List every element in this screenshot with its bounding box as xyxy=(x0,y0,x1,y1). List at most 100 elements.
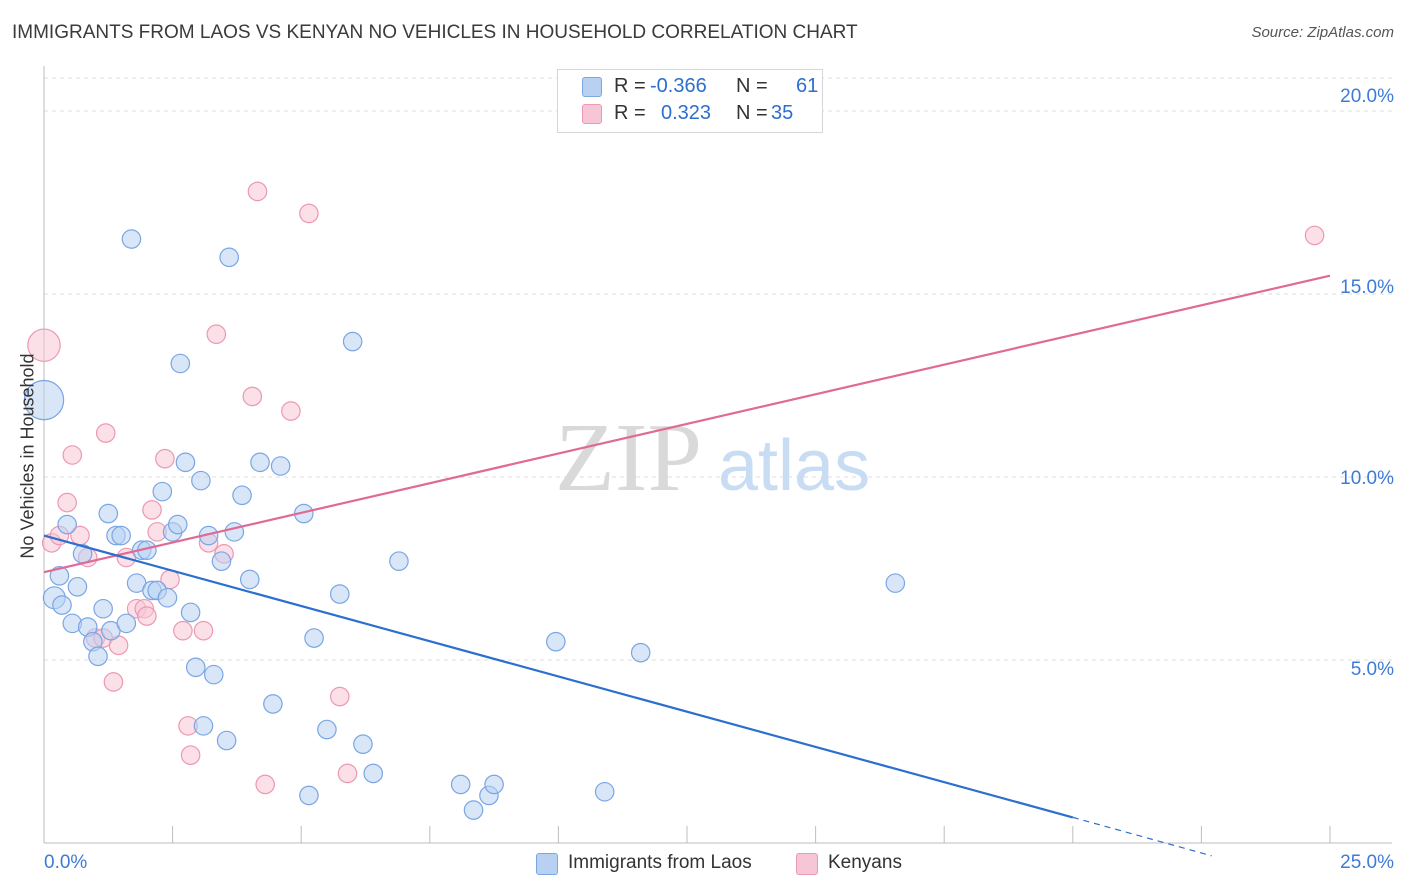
laos-point xyxy=(219,247,239,268)
kenyans-point xyxy=(103,672,124,692)
r-label: R = xyxy=(614,75,646,97)
laos-point xyxy=(167,514,188,535)
laos-point xyxy=(98,503,119,524)
legend-item-kenyans: Kenyans xyxy=(796,852,916,876)
laos-point xyxy=(88,646,108,667)
y-tick-5: 5.0% xyxy=(1350,659,1394,680)
laos-point xyxy=(67,576,88,597)
laos-point xyxy=(180,602,201,623)
laos-point xyxy=(52,595,72,615)
stats-legend: R = -0.366 N = 61 R = 0.323 N = 35 xyxy=(557,69,823,133)
legend-item-laos: Immigrants from Laos xyxy=(536,852,776,876)
laos-point xyxy=(885,573,906,593)
source-label: Source: ZipAtlas.com xyxy=(1251,24,1394,41)
y-tick-20: 20.0% xyxy=(1340,86,1394,107)
laos-series xyxy=(23,229,906,820)
laos-point xyxy=(250,452,270,473)
laos-point xyxy=(450,774,471,795)
laos-point xyxy=(342,331,363,352)
x-tick-min: 0.0% xyxy=(44,852,88,873)
laos-point xyxy=(185,657,206,678)
laos-point xyxy=(157,587,178,608)
n-label: N = xyxy=(736,75,768,97)
r-label: R = xyxy=(614,102,646,124)
chart-title: IMMIGRANTS FROM LAOS VS KENYAN NO VEHICL… xyxy=(12,22,858,43)
kenyans-point xyxy=(142,500,162,520)
kenyans-point xyxy=(155,448,175,469)
n-value: 61 xyxy=(796,75,819,97)
r-value: -0.366 xyxy=(650,75,707,97)
laos-point xyxy=(630,642,651,663)
laos-point xyxy=(116,613,137,634)
x-tick-max: 25.0% xyxy=(1340,852,1394,873)
laos-point xyxy=(304,628,324,648)
y-tick-15: 15.0% xyxy=(1340,277,1394,298)
n-label: N = xyxy=(736,102,768,124)
y-tick-10: 10.0% xyxy=(1340,468,1394,489)
trend-lines xyxy=(43,274,1331,857)
kenyans-point xyxy=(242,386,263,407)
kenyans-point xyxy=(247,181,268,202)
laos-point xyxy=(594,781,615,802)
laos-legend-label: Immigrants from Laos xyxy=(568,852,752,873)
laos-legend-swatch xyxy=(536,853,558,875)
watermark-atlas: atlas xyxy=(718,426,870,506)
kenyans-point xyxy=(206,324,227,345)
laos-point xyxy=(193,716,214,736)
laos-point xyxy=(239,569,260,590)
kenyans-point xyxy=(299,203,319,224)
laos-point xyxy=(263,694,283,714)
r-value: 0.323 xyxy=(661,102,712,124)
kenyans-series xyxy=(27,181,1325,795)
laos-point xyxy=(353,734,373,754)
laos-point xyxy=(111,525,131,546)
kenyans-legend-label: Kenyans xyxy=(828,852,902,873)
laos-point xyxy=(93,598,113,619)
laos-swatch xyxy=(582,77,602,97)
axis-layer xyxy=(43,66,1392,844)
kenyans-point xyxy=(62,445,83,465)
kenyans-point xyxy=(95,423,116,443)
laos-point xyxy=(191,470,211,491)
laos-point xyxy=(363,763,384,784)
laos-trend-line xyxy=(43,534,1074,819)
laos-point xyxy=(546,631,566,652)
laos-point xyxy=(211,551,232,571)
laos-point xyxy=(484,774,504,795)
laos-point xyxy=(23,379,65,421)
kenyans-trend-line xyxy=(43,274,1331,574)
kenyans-point xyxy=(137,606,157,626)
laos-point xyxy=(121,229,142,249)
laos-point xyxy=(270,456,291,476)
kenyans-swatch xyxy=(582,104,602,124)
laos-point xyxy=(317,719,337,740)
kenyans-point xyxy=(255,774,275,795)
kenyans-point xyxy=(173,620,193,641)
laos-point xyxy=(57,514,77,535)
laos-point xyxy=(175,452,196,473)
kenyans-legend-swatch xyxy=(796,853,818,875)
kenyans-point xyxy=(57,492,77,513)
kenyans-point xyxy=(281,401,301,421)
laos-point xyxy=(299,785,319,806)
y-axis-label: No Vehicles in Household xyxy=(17,353,38,559)
kenyans-point xyxy=(27,328,61,362)
watermark-zip: ZIP xyxy=(555,404,702,512)
laos-point xyxy=(152,481,173,502)
laos-point xyxy=(224,522,245,542)
laos-trend-extension xyxy=(1072,816,1212,857)
laos-point xyxy=(49,566,70,586)
laos-point xyxy=(232,485,252,506)
laos-point xyxy=(389,551,409,571)
kenyans-point xyxy=(180,745,201,765)
watermark: ZIP atlas xyxy=(555,404,870,512)
kenyans-point xyxy=(193,620,214,641)
laos-point xyxy=(170,353,191,374)
laos-point xyxy=(203,664,224,685)
kenyans-point xyxy=(1304,225,1325,246)
laos-point xyxy=(463,800,484,820)
laos-point xyxy=(216,730,237,751)
n-value: 35 xyxy=(771,102,794,124)
kenyans-point xyxy=(329,686,350,707)
